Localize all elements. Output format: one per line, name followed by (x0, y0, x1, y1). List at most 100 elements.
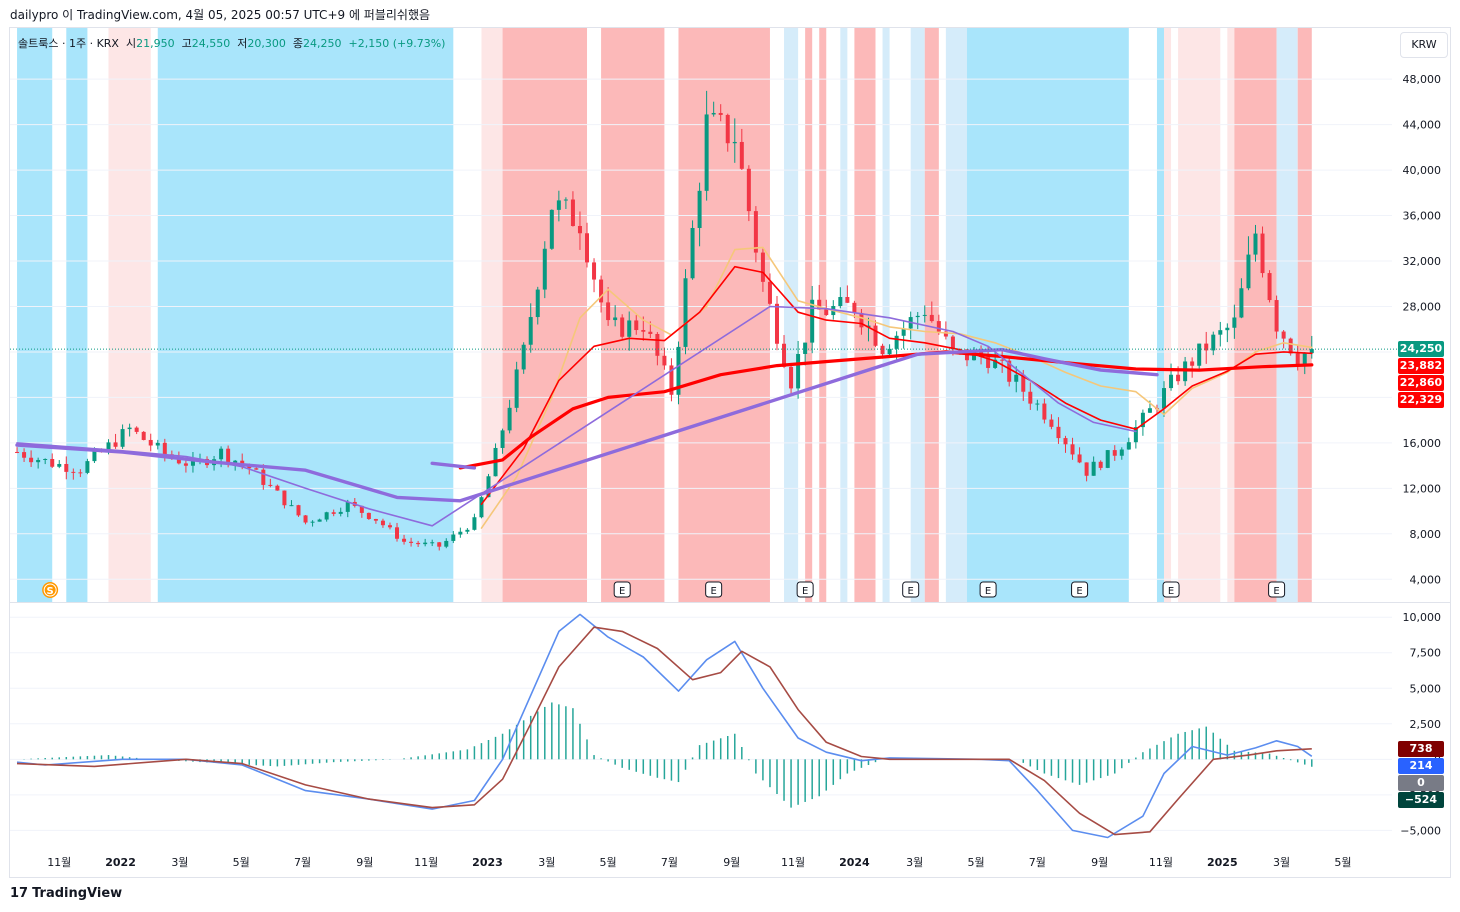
candle-2022-03-14 (190, 459, 195, 466)
time-tick-label: 5월 (967, 856, 984, 869)
candle-2023-05-29 (634, 320, 639, 331)
candle-2022-10-24 (416, 542, 421, 545)
candle-2024-12-16 (1204, 343, 1209, 351)
earnings-marker: E (1071, 581, 1089, 598)
earnings-icon (613, 581, 631, 598)
candle-2025-02-24 (1274, 300, 1279, 332)
price-value-label: 22,329 (1398, 392, 1444, 408)
candle-2022-06-20 (289, 505, 294, 507)
candle-2024-04-01 (943, 331, 948, 337)
candle-2022-07-25 (324, 512, 329, 520)
price-tick-label: 16,000 (1403, 437, 1442, 450)
open-value: 21,950 (136, 37, 175, 50)
earnings-icon (1162, 581, 1180, 598)
time-tick-label: 9월 (723, 856, 740, 869)
earnings-marker: E (902, 581, 920, 598)
candle-2023-04-24 (599, 279, 604, 303)
price-tick-label: 36,000 (1403, 210, 1442, 223)
candle-2024-09-30 (1126, 442, 1131, 450)
candle-2023-01-16 (500, 430, 505, 448)
candle-2024-04-08 (950, 336, 955, 350)
time-tick-label: 5월 (1334, 856, 1351, 869)
time-tick-label: 5월 (233, 856, 250, 869)
candle-2022-07-18 (317, 519, 322, 522)
candle-2022-05-30 (268, 484, 273, 486)
candle-2023-07-31 (697, 190, 702, 228)
earnings-icon (902, 581, 920, 598)
signal-band (1156, 28, 1165, 602)
earnings-letter: E (619, 586, 625, 597)
split-letter: S (47, 586, 54, 597)
candle-2023-05-08 (613, 317, 618, 321)
candle-2022-10-03 (395, 527, 400, 539)
moving-average-purple-4 (15, 348, 1159, 503)
candle-2024-04-29 (972, 351, 977, 361)
candle-2023-03-06 (549, 209, 554, 249)
candle-2024-06-03 (1007, 360, 1012, 382)
candle-2021-09-20 (15, 451, 20, 453)
split-icon-ring (43, 583, 57, 597)
signal-band (945, 28, 967, 602)
candle-2021-11-01 (57, 463, 62, 467)
price-tick-label: 48,000 (1403, 73, 1442, 86)
candle-2024-02-05 (887, 348, 892, 355)
time-tick-label: 7월 (661, 856, 678, 869)
candle-2023-04-17 (592, 262, 597, 280)
candle-2023-04-10 (585, 233, 590, 263)
macd-value-label: 214 (1398, 758, 1444, 774)
candle-2023-09-04 (732, 141, 737, 144)
footer-brand: TradingView (32, 886, 123, 901)
time-tick-label: 11월 (781, 856, 805, 869)
candle-2022-10-10 (402, 538, 407, 542)
candle-2025-01-06 (1225, 327, 1230, 331)
candle-2022-07-04 (303, 515, 308, 523)
candle-2024-07-08 (1042, 403, 1047, 420)
candle-2024-02-19 (901, 328, 906, 336)
time-tick-label: 3월 (1273, 856, 1290, 869)
candle-2022-05-16 (254, 468, 259, 470)
currency-button[interactable]: KRW (1400, 32, 1448, 58)
signal-band (819, 28, 827, 602)
earnings-marker: E (979, 581, 997, 598)
close-label: 종 (292, 37, 303, 50)
candle-2021-11-15 (71, 471, 76, 473)
macd-tick-label: 7,500 (1410, 647, 1442, 660)
price-tick-label: 28,000 (1403, 300, 1442, 313)
candle-2023-11-27 (817, 299, 822, 310)
price-tick-label: 8,000 (1410, 528, 1442, 541)
candle-2025-03-03 (1281, 331, 1286, 339)
candle-2024-09-02 (1098, 461, 1103, 468)
candle-2024-06-17 (1021, 374, 1026, 392)
candle-2022-01-24 (141, 431, 146, 440)
macd-tick-label: 2,500 (1410, 718, 1442, 731)
signal-band (601, 28, 665, 602)
candle-2023-10-30 (789, 366, 794, 389)
high-label: 고 (181, 37, 192, 50)
candle-2022-09-19 (380, 520, 385, 526)
candle-2022-03-07 (183, 463, 188, 466)
earnings-marker: E (796, 581, 814, 598)
candle-2023-07-17 (683, 278, 688, 347)
candle-2024-10-14 (1140, 412, 1145, 428)
candle-2021-12-27 (113, 442, 118, 447)
signal-band (157, 28, 454, 602)
high-value: 24,550 (191, 37, 231, 50)
candle-2023-07-24 (690, 227, 695, 279)
symbol-title[interactable]: 솔트룩스 · 1주 · KRX (18, 37, 119, 50)
candle-2025-01-13 (1232, 317, 1237, 328)
candle-2021-10-11 (36, 459, 41, 463)
price-tick-label: 12,000 (1403, 482, 1442, 495)
candle-2023-08-21 (718, 112, 723, 115)
candle-2025-03-31 (1309, 349, 1314, 354)
signal-band (1164, 28, 1172, 602)
candle-2024-06-24 (1028, 391, 1033, 404)
candle-2023-09-25 (753, 211, 758, 253)
candle-2024-08-12 (1077, 454, 1082, 463)
tradingview-footer: 𝟭𝟳 TradingView (10, 886, 122, 901)
candle-2023-02-20 (535, 289, 540, 318)
candle-2023-03-13 (556, 200, 561, 210)
macd-tick-label: −5,000 (1400, 824, 1441, 837)
moving-average-orange-0 (480, 246, 1313, 529)
time-tick-label: 7월 (1029, 856, 1046, 869)
